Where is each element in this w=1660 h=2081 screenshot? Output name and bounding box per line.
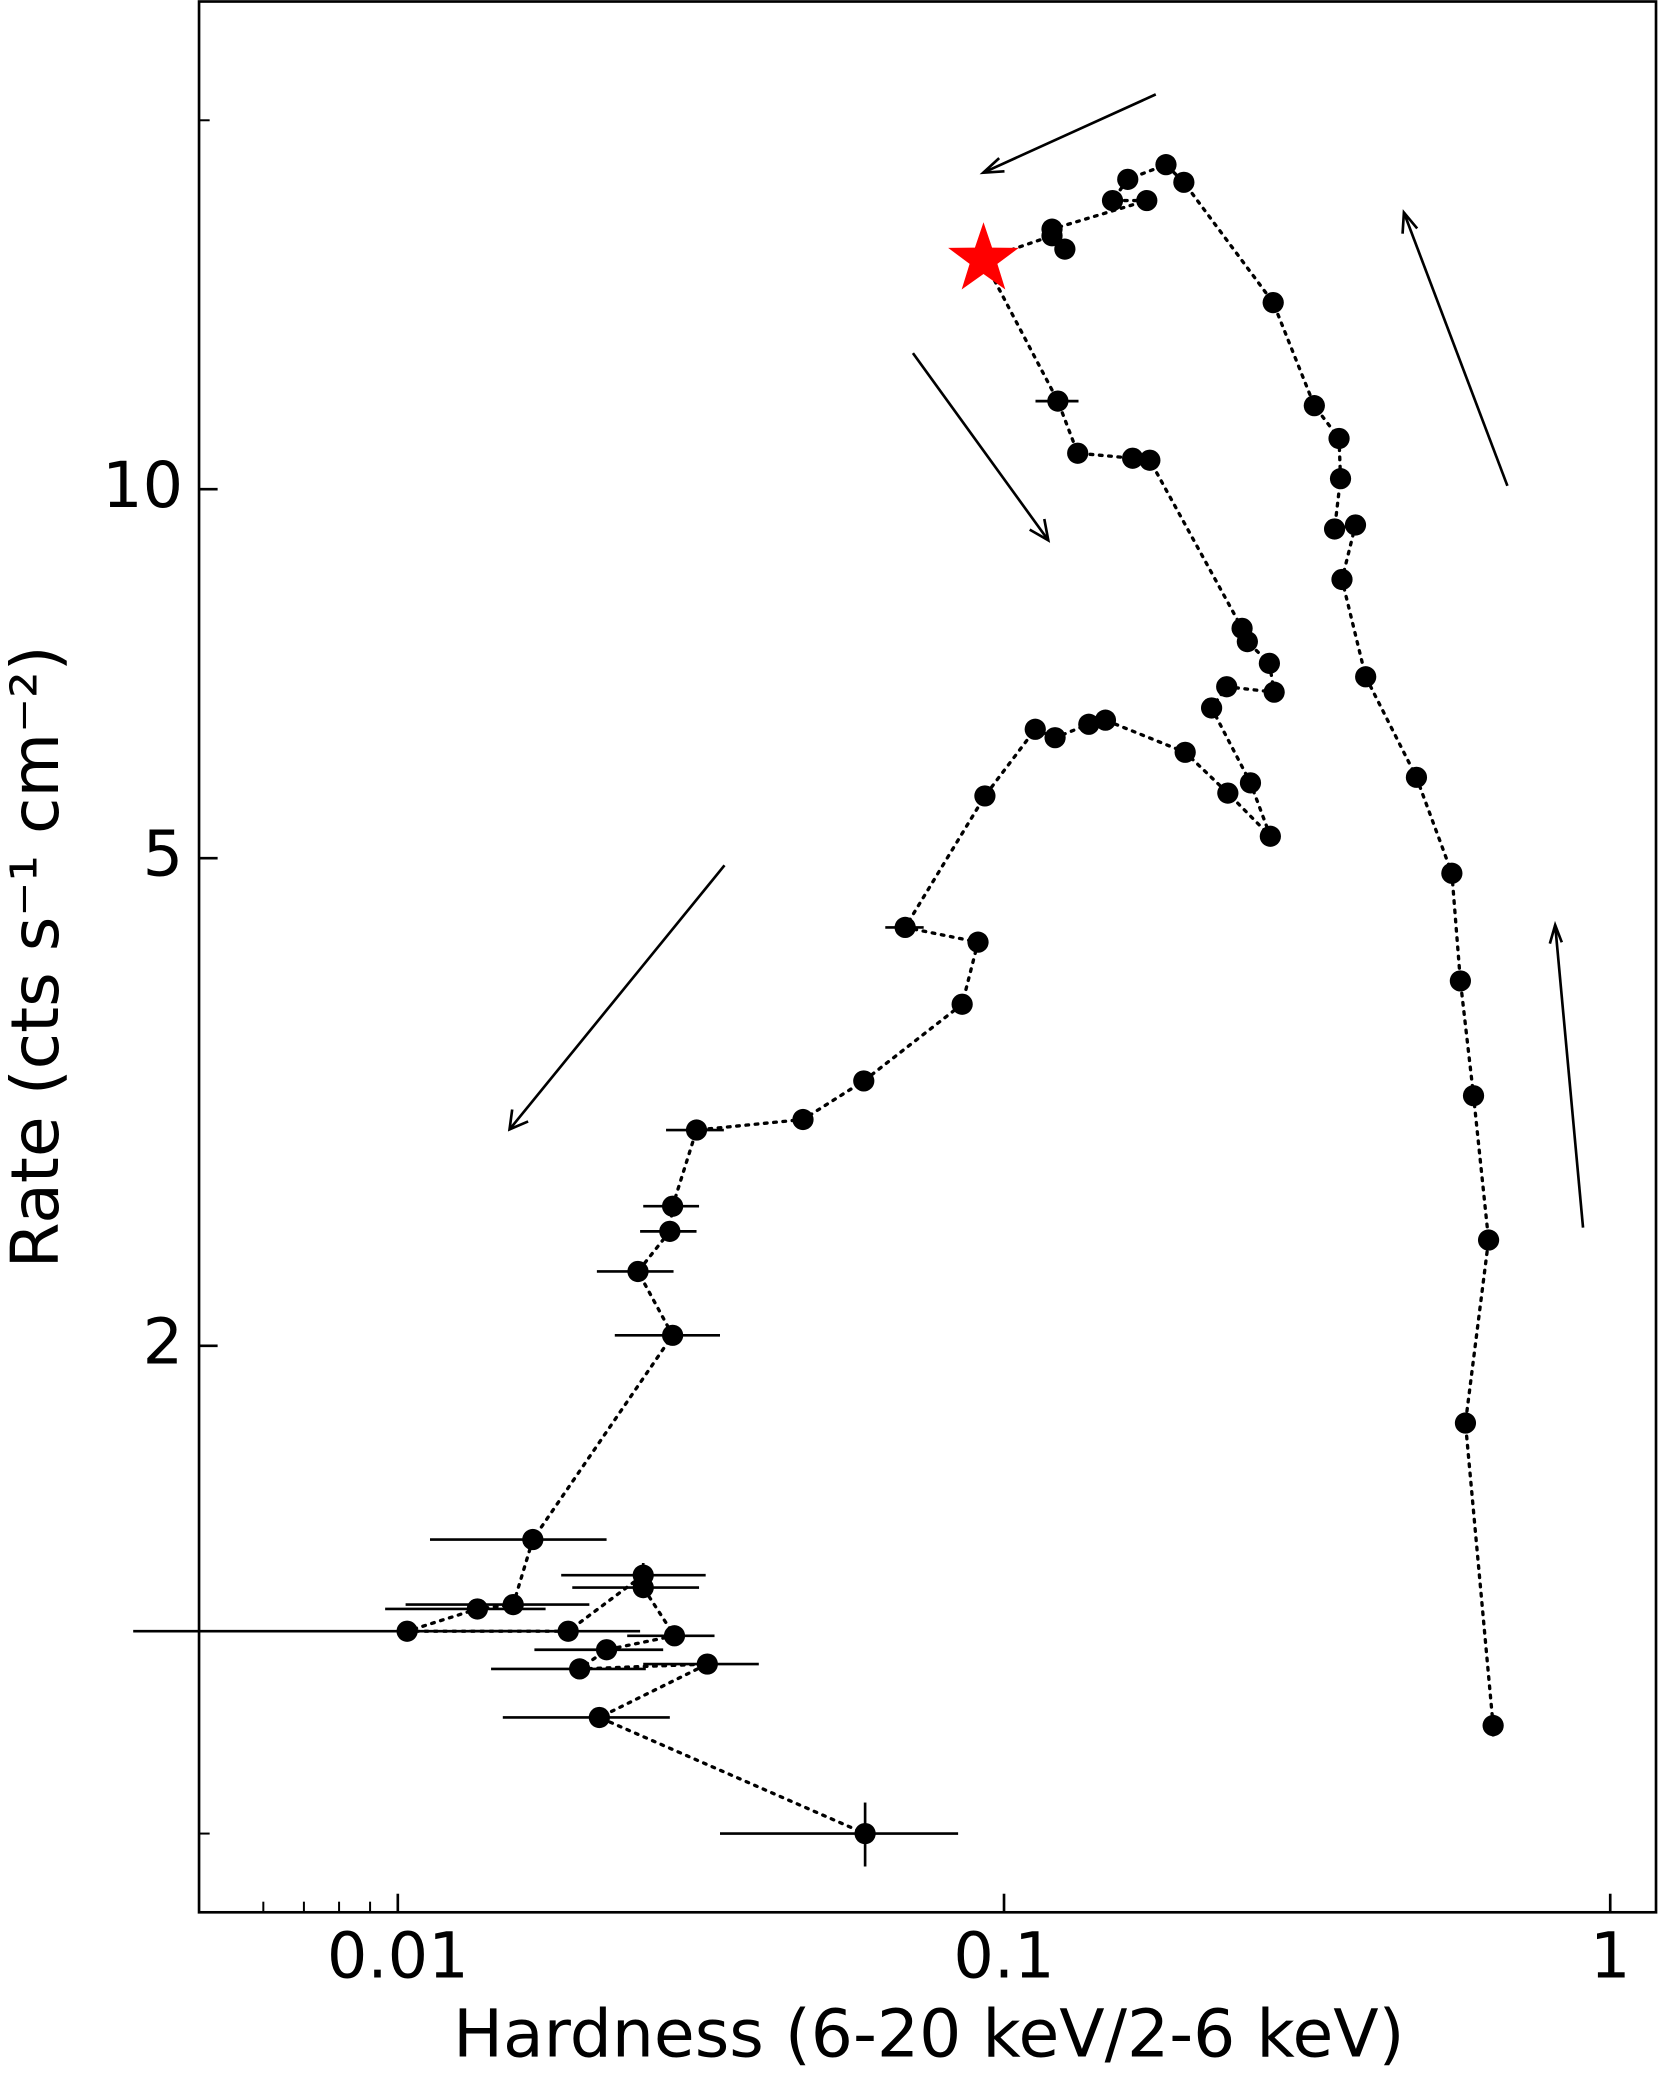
- point: [1239, 772, 1262, 794]
- arrow-head: [1548, 920, 1564, 944]
- arrow-head: [507, 1109, 529, 1132]
- point: [396, 1620, 418, 1642]
- point: [1323, 518, 1346, 540]
- point: [1122, 447, 1144, 469]
- x-tick-label: 0.1: [953, 1920, 1054, 1994]
- point: [1117, 168, 1139, 190]
- point: [662, 1324, 684, 1346]
- y-tick-label: 2: [143, 1305, 184, 1379]
- point: [854, 1822, 876, 1845]
- point: [1216, 676, 1238, 698]
- point: [696, 1653, 718, 1675]
- arrow: [1402, 212, 1509, 487]
- point: [1041, 225, 1063, 247]
- point: [951, 993, 973, 1015]
- point: [1454, 1412, 1477, 1434]
- point: [1329, 468, 1352, 490]
- point: [1094, 709, 1117, 731]
- x-tick-label: 1: [1590, 1920, 1631, 1994]
- arrow: [1553, 924, 1585, 1228]
- point: [1262, 291, 1284, 314]
- point: [627, 1260, 649, 1283]
- x-axis-label: Hardness (6-20 keV/2-6 keV): [453, 1994, 1404, 2072]
- point: [659, 1220, 681, 1242]
- point: [685, 1119, 708, 1141]
- point: [1405, 766, 1428, 788]
- point: [522, 1528, 544, 1551]
- point: [1263, 681, 1285, 703]
- point: [974, 785, 996, 807]
- point: [663, 1625, 686, 1647]
- point: [1173, 171, 1195, 193]
- point: [1328, 427, 1350, 450]
- point: [632, 1576, 654, 1599]
- point: [967, 931, 989, 953]
- arrow-head: [979, 157, 1005, 175]
- point: [1024, 718, 1046, 740]
- point: [1200, 697, 1223, 719]
- y-axis-label: Rate (cts s⁻¹ cm⁻²): [0, 645, 74, 1268]
- point: [1449, 970, 1471, 992]
- point: [595, 1639, 618, 1661]
- point: [557, 1620, 579, 1642]
- point: [853, 1070, 875, 1092]
- point: [502, 1593, 524, 1616]
- point: [1462, 1085, 1485, 1107]
- point: [1054, 238, 1076, 260]
- y-tick-label: 5: [143, 818, 184, 892]
- arrow: [508, 864, 726, 1131]
- point: [1355, 666, 1377, 688]
- point: [1139, 449, 1161, 471]
- point: [1067, 442, 1089, 464]
- point: [569, 1658, 591, 1680]
- point: [1047, 390, 1069, 412]
- point: [1441, 862, 1463, 884]
- point: [1136, 189, 1158, 212]
- star-marker: [948, 222, 1019, 290]
- plot-frame: [197, 0, 1658, 1914]
- point: [1331, 568, 1353, 591]
- point: [1044, 727, 1066, 749]
- y-tick-label: 10: [102, 449, 183, 523]
- point: [1258, 652, 1281, 674]
- point: [1344, 514, 1367, 536]
- point: [1101, 189, 1124, 212]
- annotation-arrows: [507, 93, 1585, 1228]
- point: [1155, 154, 1177, 176]
- point: [1303, 395, 1325, 417]
- point: [1482, 1714, 1504, 1737]
- arrow-head: [1029, 518, 1051, 543]
- point: [1217, 782, 1239, 804]
- point: [1259, 825, 1281, 847]
- x-tick-label: 0.01: [327, 1920, 469, 1994]
- arrow: [911, 352, 1050, 542]
- point: [1477, 1229, 1500, 1251]
- point: [662, 1195, 684, 1217]
- point: [894, 916, 916, 939]
- point: [1174, 741, 1196, 763]
- point: [1236, 631, 1258, 653]
- point: [588, 1706, 610, 1729]
- arrow: [982, 93, 1157, 174]
- arrow-head: [1401, 209, 1419, 234]
- point: [792, 1108, 814, 1131]
- point: [1078, 713, 1100, 735]
- point: [466, 1598, 489, 1620]
- series: [133, 154, 1504, 1867]
